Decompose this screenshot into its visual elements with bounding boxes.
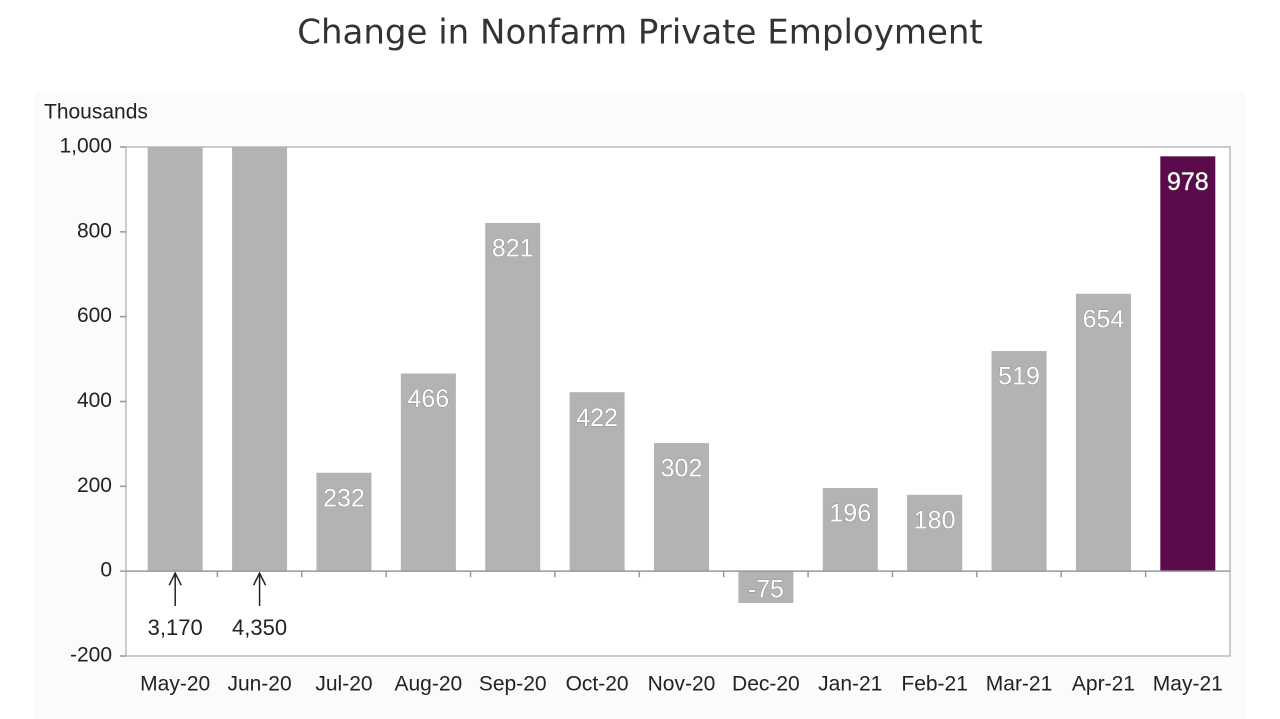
y-tick-label: 600 (77, 304, 112, 327)
x-tick-label: Jun-20 (227, 673, 291, 696)
y-tick-label: 400 (77, 389, 112, 412)
plot-frame (125, 146, 1231, 657)
value-label: 3,170 (148, 615, 203, 640)
value-label: 302 (661, 455, 703, 483)
x-tick-label: Feb-21 (901, 673, 968, 696)
x-tick-label: May-20 (140, 673, 210, 696)
y-tick-label: 800 (77, 219, 112, 242)
value-label: 978 (1167, 168, 1209, 196)
x-tick-label: Dec-20 (732, 673, 800, 696)
bar (147, 147, 203, 572)
bars (147, 147, 1216, 603)
value-label: 821 (492, 235, 534, 263)
value-label: 654 (1083, 305, 1125, 333)
x-tick-label: Sep-20 (479, 673, 547, 696)
value-label: 422 (576, 404, 618, 432)
x-tick-label: May-21 (1153, 673, 1223, 696)
y-tick-label: -200 (70, 644, 112, 667)
bar (316, 472, 372, 572)
bar (400, 373, 456, 572)
value-label: 466 (407, 385, 449, 413)
chart-title: Change in Nonfarm Private Employment (297, 13, 983, 53)
x-tick-label: Mar-21 (986, 673, 1053, 696)
x-tick-label: Jan-21 (818, 673, 882, 696)
arrow-head (168, 571, 182, 586)
bar (822, 488, 878, 572)
bar (1075, 293, 1131, 572)
bar (485, 222, 541, 572)
bar (907, 494, 963, 572)
bar (738, 571, 794, 603)
bar (569, 392, 625, 572)
y-tick-label: 1,000 (59, 135, 112, 158)
bar (991, 351, 1047, 572)
value-label: 180 (914, 506, 956, 534)
bar (232, 147, 288, 572)
x-tick-label: Jul-20 (315, 673, 372, 696)
x-tick-label: Aug-20 (394, 673, 462, 696)
x-tick-label: Apr-21 (1072, 673, 1135, 696)
value-label: 4,350 (232, 615, 287, 640)
arrow-head (252, 571, 267, 586)
x-tick-label: Nov-20 (648, 673, 716, 696)
bar (654, 443, 709, 572)
value-label: -75 (748, 576, 784, 604)
y-axis-label: Thousands (44, 101, 148, 124)
bar (1160, 156, 1216, 572)
value-label: 196 (829, 500, 871, 528)
y-tick-label: 0 (100, 559, 112, 582)
value-label: 519 (998, 363, 1040, 391)
value-label: 232 (323, 484, 365, 512)
y-tick-label: 200 (77, 474, 112, 497)
x-tick-label: Oct-20 (566, 673, 629, 696)
